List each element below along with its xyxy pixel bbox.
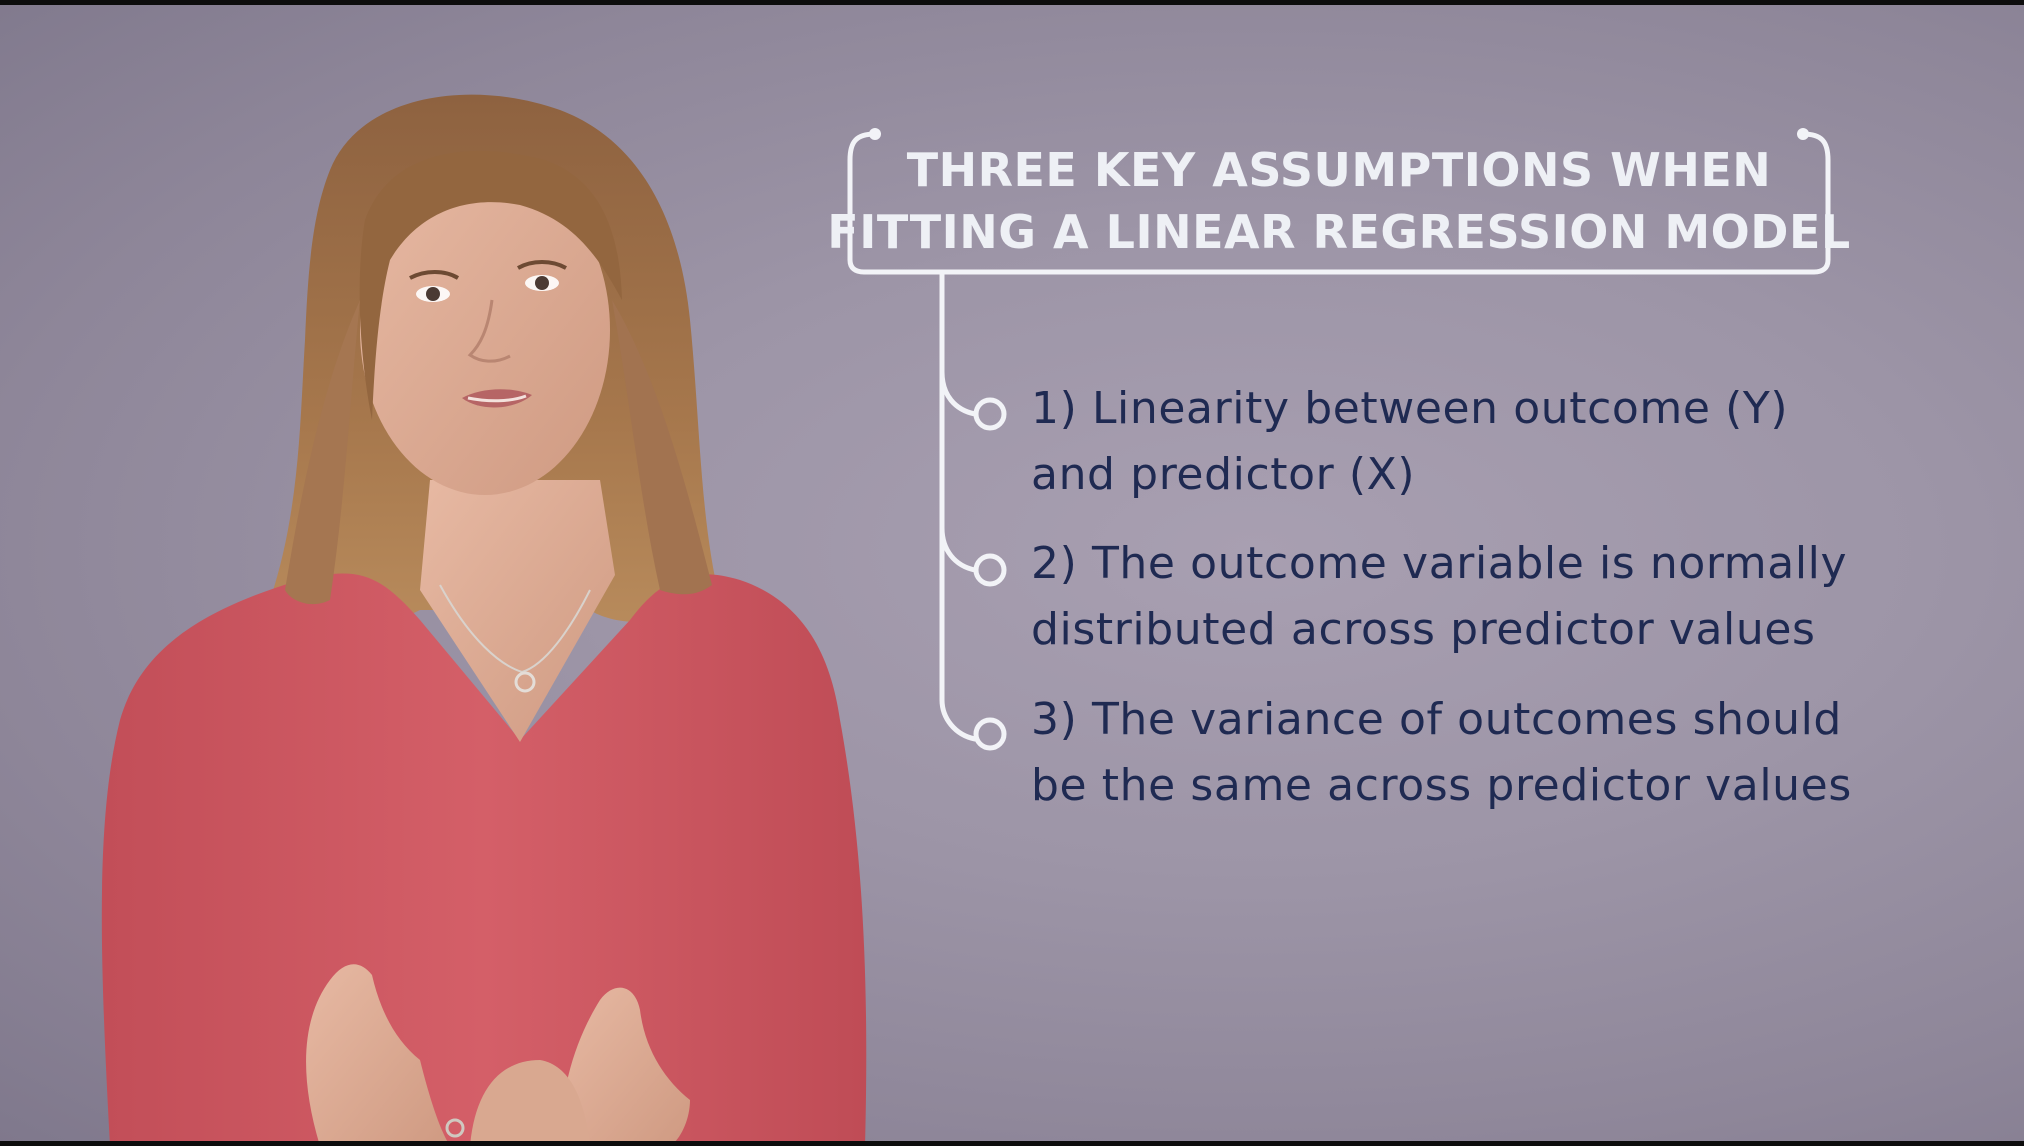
right-hand [560, 987, 690, 1146]
shirt-shape [101, 573, 867, 1146]
branch-2 [939, 525, 978, 573]
assumption-3-line-2: be the same across predictor values [1031, 760, 1852, 811]
assumption-2-line-2: distributed across predictor values [1031, 604, 1816, 655]
assumption-item-1: 1) Linearity between outcome (Y) and pre… [1031, 376, 1961, 508]
assumption-1-line-2: and predictor (X) [1031, 449, 1416, 500]
title-line-2: FITTING A LINEAR REGRESSION MODEL [827, 205, 1850, 259]
title-bracket [847, 131, 1831, 275]
assumption-item-3: 3) The variance of outcomes should be th… [1031, 687, 1961, 819]
branch-1 [939, 369, 978, 417]
assumption-2-line-1: 2) The outcome variable is normally [1031, 538, 1848, 589]
bullet-ring-3 [973, 717, 1007, 751]
bullet-ring-2 [973, 553, 1007, 587]
presenter-image [101, 94, 867, 1146]
left-hand [306, 964, 450, 1146]
assumption-item-2: 2) The outcome variable is normally dist… [1031, 531, 1961, 663]
assumption-1-line-1: 1) Linearity between outcome (Y) [1031, 383, 1789, 434]
letterbox-bottom [0, 1141, 2024, 1146]
bullet-ring-1 [973, 397, 1007, 431]
title-line-1: THREE KEY ASSUMPTIONS WHEN [907, 143, 1772, 197]
pendant [514, 671, 536, 693]
bracket-dot-left [869, 128, 881, 140]
trunk-line [939, 269, 978, 742]
neck-skin [420, 480, 615, 742]
assumption-3-line-1: 3) The variance of outcomes should [1031, 694, 1842, 745]
bracket-dot-right [1797, 128, 1809, 140]
letterbox-top [0, 0, 2024, 5]
